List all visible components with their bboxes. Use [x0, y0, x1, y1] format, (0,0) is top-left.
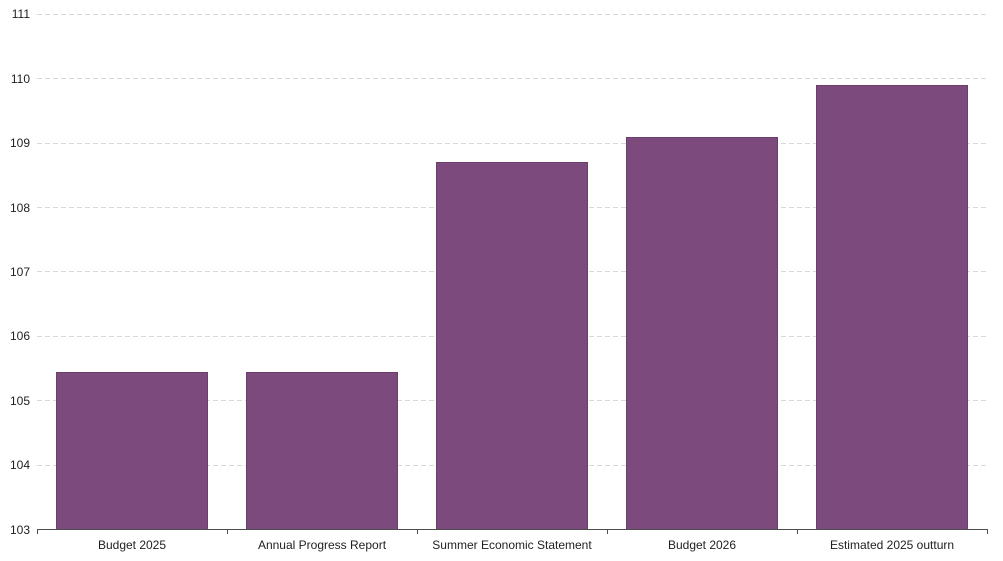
x-category-label: Budget 2025 [97, 538, 167, 552]
bar [56, 371, 208, 530]
x-category-label: Annual Progress Report [257, 538, 387, 552]
bar [436, 162, 588, 530]
gridline [37, 142, 987, 144]
gridline [37, 13, 987, 15]
y-tick-label: 109 [9, 136, 30, 151]
bar [246, 371, 398, 530]
axis-tick [797, 529, 798, 534]
axis-tick [987, 529, 988, 534]
bar [626, 136, 778, 530]
x-category-label: Summer Economic Statement [432, 538, 592, 552]
y-tick-label: 104 [9, 458, 30, 473]
axis-tick [227, 529, 228, 534]
y-tick-label: 108 [9, 200, 30, 215]
y-tick-label: 110 [10, 71, 30, 86]
y-tick-label: 106 [9, 329, 30, 344]
x-category-label: Budget 2026 [667, 538, 737, 552]
axis-tick [417, 529, 418, 534]
x-axis-line [37, 529, 988, 530]
y-tick-label: 107 [9, 264, 30, 279]
y-tick-label: 103 [9, 522, 30, 537]
y-tick-label: 111 [11, 7, 30, 22]
axis-tick [607, 529, 608, 534]
gridline [37, 78, 987, 80]
y-tick-label: 105 [9, 393, 30, 408]
bar [816, 85, 968, 530]
axis-tick [37, 529, 38, 534]
x-category-label: Estimated 2025 outturn [829, 538, 955, 552]
